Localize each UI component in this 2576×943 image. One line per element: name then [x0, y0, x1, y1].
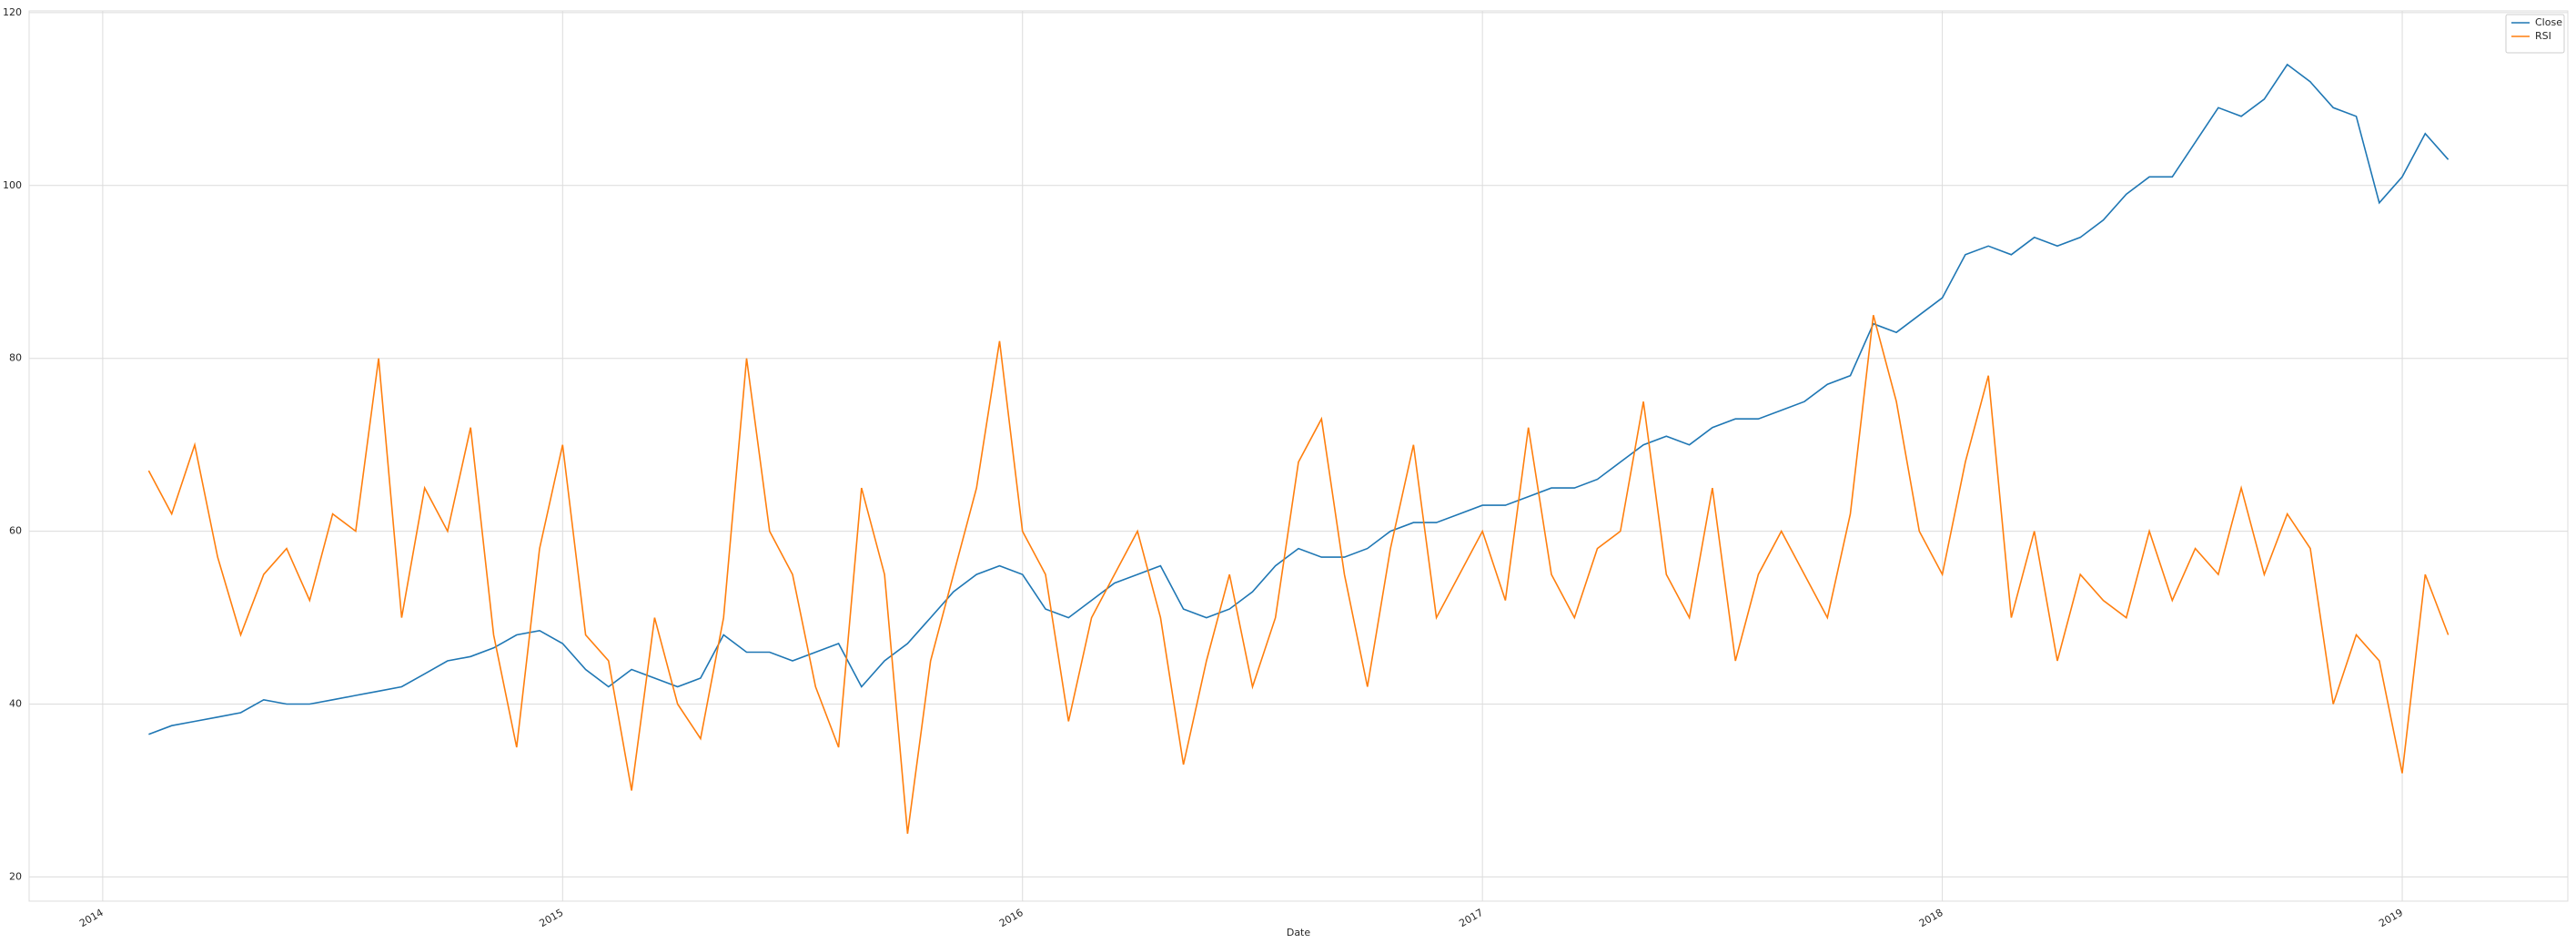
x-tick-label: 2015: [538, 907, 566, 929]
legend-label: RSI: [2535, 30, 2551, 42]
y-tick-label: 40: [9, 698, 22, 710]
legend-box: [2505, 14, 2565, 54]
y-tick-label: 80: [9, 352, 22, 364]
x-tick-label: 2016: [997, 907, 1025, 929]
x-tick-label: 2017: [1457, 907, 1485, 929]
legend: Close RSI: [2505, 14, 2565, 54]
y-tick-label: 120: [3, 6, 22, 18]
x-tick-label: 2018: [1917, 907, 1945, 929]
plot-area: [28, 10, 2569, 902]
x-axis-label: Date: [1287, 927, 1311, 938]
line-series: [148, 63, 2450, 735]
y-tick-label: 20: [9, 870, 22, 882]
legend-label: Close: [2535, 16, 2562, 28]
x-tick-label: 2019: [2377, 907, 2405, 929]
y-tick-label: 100: [3, 179, 22, 191]
line-series: [147, 314, 2450, 835]
y-tick-label: 60: [9, 525, 22, 537]
x-tick-label: 2014: [77, 907, 106, 929]
